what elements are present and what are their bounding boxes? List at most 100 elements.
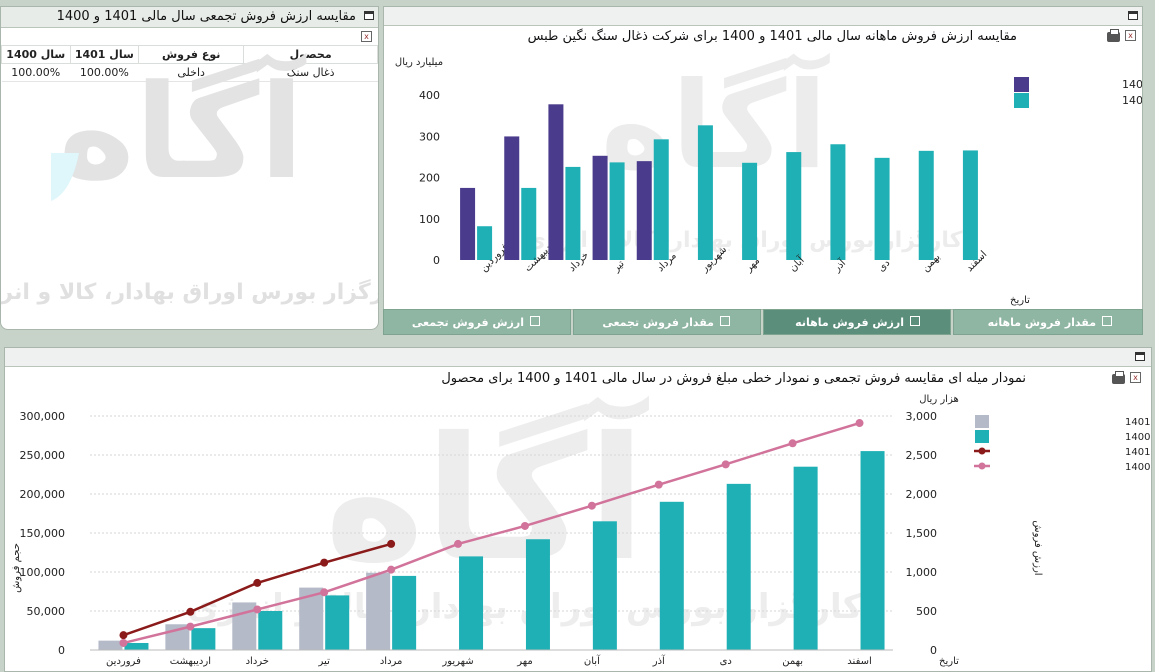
col-header-sale-type[interactable]: نوع فروش xyxy=(138,45,245,64)
line-point xyxy=(119,631,128,640)
line-point xyxy=(186,607,195,616)
sales-table: محصول نوع فروش سال 1401 سال 1400 ذغال سن… xyxy=(1,45,378,82)
legend-label: سال مالی 1400 xyxy=(1122,94,1143,107)
x-tick-label: تیر xyxy=(318,656,331,667)
y-tick-label: 100 xyxy=(419,213,440,226)
bar xyxy=(592,155,608,260)
y-right-tick-label: 1,500 xyxy=(906,527,938,540)
export-icon[interactable]: x xyxy=(1130,372,1141,383)
line-point xyxy=(253,578,262,587)
print-icon[interactable] xyxy=(1112,371,1125,384)
bar xyxy=(653,139,669,260)
line-chart-icon xyxy=(530,316,540,326)
y-left-tick-label: 50,000 xyxy=(27,605,66,618)
maximize-icon[interactable] xyxy=(1135,352,1145,361)
monthly-chart-header: مقایسه ارزش فروش ماهانه سال مالی 1401 و … xyxy=(384,28,1142,45)
bar xyxy=(592,521,617,650)
line-point xyxy=(320,558,329,567)
bar-chart-icon xyxy=(910,316,920,326)
bar xyxy=(697,125,713,260)
watermark-line1: کارگزار بورس اوراق بهادار، کالا و انرژی xyxy=(1,278,379,305)
col-header-year-1400[interactable]: سال 1400 xyxy=(1,45,71,64)
x-tick-label: آبان xyxy=(584,654,601,667)
bar xyxy=(392,575,417,650)
cumulative-chart-header: نمودار میله ای مقایسه فروش تجمعی و نمودا… xyxy=(5,370,1151,387)
tab-cumulative-quantity[interactable]: مقدار فروش تجمعی xyxy=(573,309,761,335)
bar xyxy=(325,595,350,650)
legend-label: سال مالی 1401 xyxy=(1122,78,1143,91)
bar xyxy=(918,150,934,260)
x-axis-title: تاریخ xyxy=(1010,295,1030,306)
legend-marker xyxy=(978,447,986,455)
y-tick-label: 300 xyxy=(419,130,440,143)
line-chart-icon xyxy=(720,316,730,326)
legend-swatch xyxy=(975,415,989,428)
bar xyxy=(521,187,537,260)
export-icon[interactable]: x xyxy=(1125,30,1136,41)
maximize-icon[interactable] xyxy=(364,11,374,20)
tab-monthly-value[interactable]: ارزش فروش ماهانه xyxy=(763,309,951,335)
y-left-tick-label: 150,000 xyxy=(20,527,66,540)
maximize-icon[interactable] xyxy=(1128,11,1138,20)
bar xyxy=(191,628,216,650)
cumulative-chart-title: نمودار میله ای مقایسه فروش تجمعی و نمودا… xyxy=(441,371,1026,386)
monthly-panel-titlebar xyxy=(384,7,1142,26)
bar xyxy=(548,104,564,260)
x-tick-label: مرداد xyxy=(380,656,403,667)
line-point xyxy=(520,521,529,530)
line-1400 xyxy=(123,421,860,645)
line-point xyxy=(320,588,329,597)
x-tick-label: تیر xyxy=(610,258,627,275)
sales-table-wrap: محصول نوع فروش سال 1401 سال 1400 ذغال سن… xyxy=(1,45,378,82)
monthly-chart-title: مقایسه ارزش فروش ماهانه سال مالی 1401 و … xyxy=(527,29,1017,44)
bar xyxy=(258,611,283,650)
print-icon[interactable] xyxy=(1107,29,1120,42)
x-tick-label: آذر xyxy=(652,654,666,667)
y-tick-label: 200 xyxy=(419,172,440,185)
y-right-unit-label: هزار ریال xyxy=(919,394,959,405)
bar xyxy=(830,144,846,260)
y-tick-label: 400 xyxy=(419,89,440,102)
bar xyxy=(565,166,581,260)
table-panel-titlebar: مقایسه ارزش فروش تجمعی سال مالی 1401 و 1… xyxy=(1,7,378,28)
line-point xyxy=(721,460,730,469)
y-right-axis-title: ارزش فروش xyxy=(1032,520,1043,575)
bar xyxy=(366,572,391,650)
bar xyxy=(124,642,149,650)
y-tick-label: 0 xyxy=(433,254,440,267)
bar xyxy=(786,152,802,260)
bar xyxy=(726,483,751,650)
col-header-product[interactable]: محصول xyxy=(243,45,378,64)
line-point xyxy=(253,605,262,614)
y-left-tick-label: 250,000 xyxy=(20,449,66,462)
line-point xyxy=(387,565,396,574)
x-tick-label: دی xyxy=(876,258,892,274)
legend-marker xyxy=(978,462,986,470)
sales-comparison-table-panel: مقایسه ارزش فروش تجمعی سال مالی 1401 و 1… xyxy=(0,6,379,330)
legend-label: ارزش فروش تجمعی 1401 xyxy=(1125,447,1152,458)
x-tick-label: اسفند xyxy=(847,656,871,667)
tab-cumulative-value[interactable]: ارزش فروش تجمعی xyxy=(383,309,571,335)
bar xyxy=(504,136,520,260)
y-right-tick-label: 3,000 xyxy=(906,410,938,423)
table-panel-title: مقایسه ارزش فروش تجمعی سال مالی 1401 و 1… xyxy=(56,9,356,24)
x-tick-label: خرداد xyxy=(246,656,269,667)
line-point xyxy=(654,480,663,489)
chart-tabs: ارزش فروش تجمعی مقدار فروش تجمعی ارزش فر… xyxy=(383,309,1143,336)
bar-chart-icon xyxy=(1102,316,1112,326)
x-tick-label: دی xyxy=(720,656,732,667)
y-right-tick-label: 2,000 xyxy=(906,488,938,501)
tab-monthly-quantity[interactable]: مقدار فروش ماهانه xyxy=(953,309,1143,335)
bar xyxy=(98,640,123,650)
bar xyxy=(659,501,684,650)
table-row[interactable]: ذغال سنگ داخلی 100.00% 100.00% xyxy=(1,63,378,82)
col-header-year-1401[interactable]: سال 1401 xyxy=(69,45,140,64)
y-left-tick-label: 0 xyxy=(58,644,65,657)
y-left-tick-label: 100,000 xyxy=(20,566,66,579)
y-left-tick-label: 300,000 xyxy=(20,410,66,423)
cell-year-1401: 100.00% xyxy=(70,63,139,82)
bar xyxy=(477,226,493,260)
y-left-tick-label: 200,000 xyxy=(20,488,66,501)
export-icon[interactable]: x xyxy=(361,31,372,42)
